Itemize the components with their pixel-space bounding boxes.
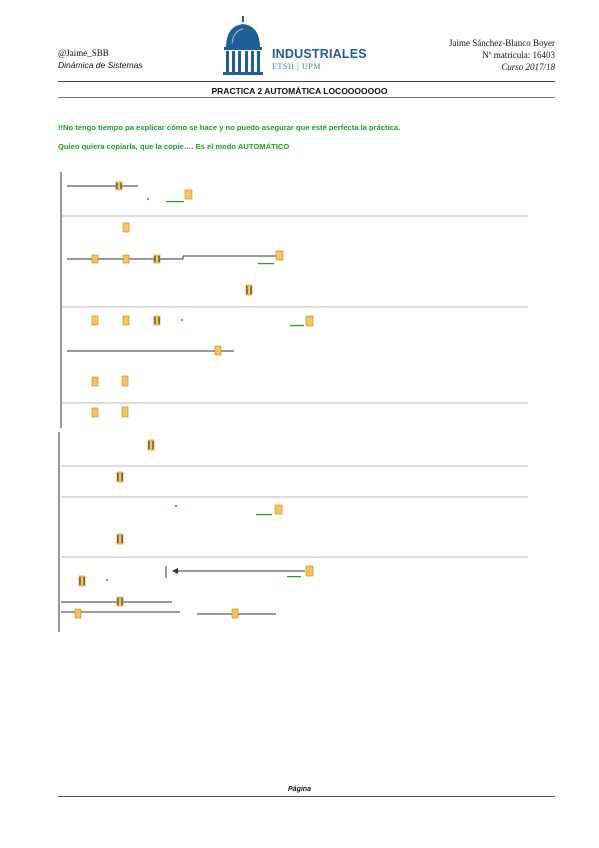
footer-page-label: Página	[288, 786, 311, 793]
logo-text: INDUSTRIALES	[272, 47, 367, 61]
header-left: @Jaime_SBB Dinámica de Sistemas	[58, 47, 143, 71]
header-right: Jaime Sánchez-Blanco Boyer Nº matrícula:…	[449, 37, 555, 73]
page-title: PRACTICA 2 AUTOMÁTICA LOCOOOOOOO	[211, 86, 388, 96]
course-name: Dinámica de Sistemas	[58, 60, 143, 70]
author-handle: @Jaime_SBB	[58, 48, 109, 58]
note-line-1: !!No tengo tiempo pa explicar cómo se ha…	[58, 123, 401, 132]
author-name: Jaime Sánchez-Blanco Boyer	[449, 38, 555, 48]
header-rule	[58, 81, 555, 82]
title-rule	[58, 97, 555, 98]
academic-year: Curso 2017/18	[501, 62, 555, 72]
logo-subtitle: ETSII | UPM	[272, 62, 322, 71]
footer-rule	[58, 796, 555, 797]
note-line-2: Quien quiera copiarla, que la copie…. Es…	[58, 142, 290, 151]
student-id: Nº matrícula: 16403	[482, 50, 555, 60]
university-logo	[223, 16, 263, 75]
